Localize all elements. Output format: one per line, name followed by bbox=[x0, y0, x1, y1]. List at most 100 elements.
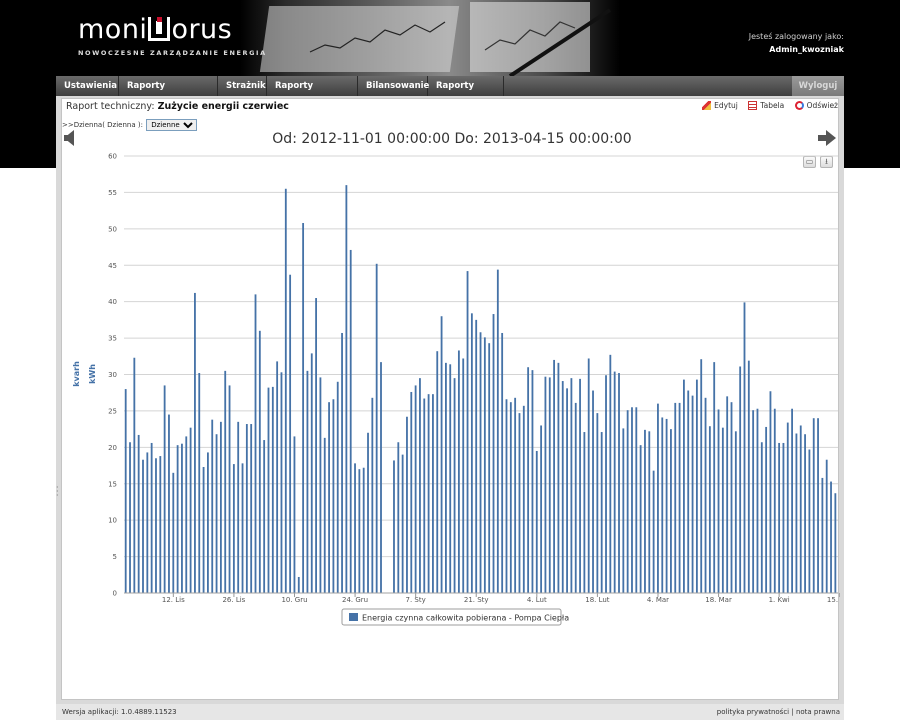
chart-bar[interactable] bbox=[514, 397, 517, 593]
chart-bar[interactable] bbox=[401, 454, 404, 593]
chart-bar[interactable] bbox=[462, 358, 465, 593]
chart-bar[interactable] bbox=[717, 409, 720, 593]
chart-bar[interactable] bbox=[181, 443, 183, 593]
refresh-button[interactable]: Odśwież bbox=[794, 101, 838, 110]
chart-bar[interactable] bbox=[146, 452, 149, 593]
chart-bar[interactable] bbox=[280, 372, 283, 593]
chart-bar[interactable] bbox=[730, 402, 733, 593]
chart-bar[interactable] bbox=[397, 442, 400, 593]
chart-bar[interactable] bbox=[483, 337, 486, 593]
chart-bar[interactable] bbox=[821, 477, 824, 593]
chart-bar[interactable] bbox=[561, 381, 564, 593]
chart-bar[interactable] bbox=[189, 427, 192, 593]
chart-bar[interactable] bbox=[622, 428, 625, 593]
chart-bar[interactable] bbox=[315, 298, 317, 593]
chart-bar[interactable] bbox=[457, 350, 460, 593]
chart-bar[interactable] bbox=[440, 316, 443, 593]
chart-bar[interactable] bbox=[834, 493, 837, 593]
chart-bar[interactable] bbox=[133, 357, 136, 593]
chart-bar[interactable] bbox=[228, 385, 231, 593]
chart-bar[interactable] bbox=[592, 390, 594, 593]
chart-bar[interactable] bbox=[635, 407, 638, 593]
chart-bar[interactable] bbox=[137, 434, 140, 593]
chart-bar[interactable] bbox=[380, 362, 382, 593]
chart-bar[interactable] bbox=[678, 402, 681, 593]
chart-bar[interactable] bbox=[657, 403, 659, 593]
chart-bar[interactable] bbox=[548, 377, 551, 593]
chart-bar[interactable] bbox=[734, 431, 737, 593]
chart-bar[interactable] bbox=[215, 434, 218, 593]
chart-bar[interactable] bbox=[410, 391, 413, 593]
nav-raporty-online[interactable]: Raporty online bbox=[428, 76, 504, 111]
chart-bar[interactable] bbox=[570, 378, 573, 593]
chart-bar[interactable] bbox=[639, 445, 642, 593]
chart-bar[interactable] bbox=[488, 343, 491, 593]
nav-ustawienia[interactable]: Ustawienia bbox=[56, 76, 119, 96]
chart-bar[interactable] bbox=[263, 440, 266, 593]
privacy-link[interactable]: polityka prywatności bbox=[716, 708, 790, 716]
chart-bar[interactable] bbox=[825, 459, 828, 593]
chart-bar[interactable] bbox=[284, 188, 287, 593]
chart-bar[interactable] bbox=[250, 424, 253, 593]
chart-bar[interactable] bbox=[129, 442, 131, 593]
chart-bar[interactable] bbox=[574, 402, 577, 593]
chart-bar[interactable] bbox=[613, 371, 616, 593]
chart-bar[interactable] bbox=[726, 396, 729, 593]
collapse-handle-icon[interactable]: · · · bbox=[56, 483, 59, 500]
chart-bar[interactable] bbox=[159, 456, 162, 593]
chart-bar[interactable] bbox=[375, 263, 378, 593]
chart-bar[interactable] bbox=[600, 432, 603, 593]
chart-bar[interactable] bbox=[648, 431, 651, 593]
chart-bar[interactable] bbox=[258, 330, 261, 593]
chart-bar[interactable] bbox=[168, 414, 170, 593]
chart-bar[interactable] bbox=[293, 436, 296, 593]
chart-bar[interactable] bbox=[427, 394, 430, 593]
chart-bar[interactable] bbox=[219, 421, 222, 593]
chart-bar[interactable] bbox=[747, 360, 750, 593]
chart-bar[interactable] bbox=[496, 269, 499, 593]
chart-bar[interactable] bbox=[358, 469, 361, 593]
edit-button[interactable]: Edytuj bbox=[702, 101, 738, 110]
chart-bar[interactable] bbox=[782, 442, 785, 593]
chart-bar[interactable] bbox=[271, 386, 274, 593]
chart-bar[interactable] bbox=[124, 389, 127, 593]
chart-bar[interactable] bbox=[700, 359, 703, 593]
chart-bar[interactable] bbox=[786, 422, 789, 593]
chart-bar[interactable] bbox=[739, 366, 742, 593]
chart-bar[interactable] bbox=[704, 397, 707, 593]
chart-bar[interactable] bbox=[596, 413, 599, 593]
chart-bar[interactable] bbox=[791, 408, 793, 593]
chart-bar[interactable] bbox=[501, 332, 504, 593]
chart-bar[interactable] bbox=[778, 442, 781, 593]
chart-bar[interactable] bbox=[583, 432, 586, 593]
interval-select[interactable]: Dzienne bbox=[146, 119, 198, 131]
chart-bar[interactable] bbox=[176, 445, 179, 593]
nav-raporty-techniczne[interactable]: Raporty techniczne bbox=[119, 76, 218, 111]
chart-bar[interactable] bbox=[535, 450, 538, 593]
logo[interactable]: moni orus bbox=[78, 14, 232, 45]
chart-bar[interactable] bbox=[609, 354, 612, 593]
chart-bar[interactable] bbox=[579, 378, 581, 593]
nav-straznik[interactable]: Strażnik bbox=[218, 76, 267, 96]
chart-bar[interactable] bbox=[713, 362, 716, 593]
chart-bar[interactable] bbox=[691, 395, 694, 593]
chart-bar[interactable] bbox=[765, 426, 768, 593]
chart-bar[interactable] bbox=[211, 419, 214, 593]
chart-bar[interactable] bbox=[241, 463, 244, 593]
chart-bar[interactable] bbox=[449, 364, 452, 593]
chart-bar[interactable] bbox=[436, 351, 439, 593]
table-button[interactable]: Tabela bbox=[748, 101, 784, 110]
chart-bar[interactable] bbox=[289, 274, 292, 593]
chart-bar[interactable] bbox=[687, 390, 690, 593]
chart-bar[interactable] bbox=[830, 481, 832, 593]
chart-bar[interactable] bbox=[371, 397, 374, 593]
chart-bar[interactable] bbox=[254, 294, 257, 593]
chart-bar[interactable] bbox=[752, 410, 755, 593]
chart-bar[interactable] bbox=[505, 399, 508, 593]
next-period-arrow-icon[interactable] bbox=[818, 130, 836, 146]
chart-bar[interactable] bbox=[202, 467, 205, 593]
chart-bar[interactable] bbox=[306, 370, 309, 593]
chart-bar[interactable] bbox=[362, 467, 365, 593]
chart-bar[interactable] bbox=[453, 378, 456, 593]
chart-bar[interactable] bbox=[773, 408, 776, 593]
